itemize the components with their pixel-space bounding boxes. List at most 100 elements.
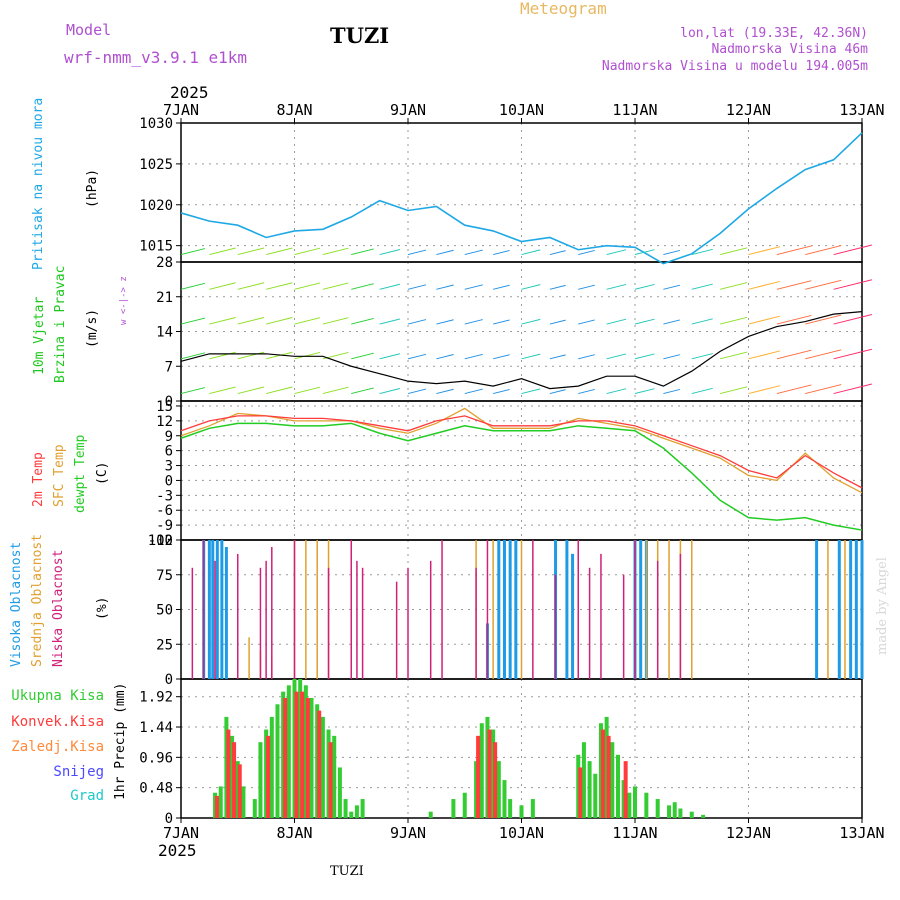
y-tick-label: 7 — [165, 359, 173, 375]
wind-barb — [493, 249, 510, 256]
convective-precip-bar — [578, 767, 583, 818]
wind-barb — [805, 384, 842, 395]
wind-label-2: Brzina i Pravac — [53, 266, 68, 383]
wind-barb — [322, 317, 349, 325]
wind-barb — [521, 388, 541, 395]
wind-barb — [209, 317, 236, 325]
total-precip-bar — [320, 716, 325, 818]
precip-legend-conv: Konvek.Kisa — [11, 714, 104, 730]
wind-barb — [237, 351, 265, 360]
total-precip-bar — [286, 685, 291, 818]
y-tick-label: 1015 — [139, 239, 173, 255]
wind-barb — [776, 384, 812, 395]
plot-layer: 101510201025103007142128-12-9-6-30369121… — [139, 101, 884, 842]
total-precip-bar — [587, 761, 592, 818]
y-tick-label: 0 — [165, 394, 173, 410]
wind-barb — [833, 279, 872, 290]
y-tick-label: 21 — [156, 290, 173, 306]
y-tick-label: 50 — [156, 603, 173, 619]
convective-precip-bar — [266, 735, 271, 818]
wind-barb — [407, 353, 427, 360]
wind-barb — [294, 317, 321, 325]
wind-barb — [805, 349, 842, 360]
total-precip-bar — [275, 704, 280, 818]
temp-label-dewpt: dewpt Temp — [73, 435, 88, 513]
wind-barb — [180, 317, 206, 325]
wind-barb — [209, 247, 236, 256]
wind-barb — [805, 279, 842, 290]
wind-barb — [578, 388, 595, 395]
year-top: 2025 — [170, 83, 209, 102]
y-tick-label: 100 — [148, 533, 173, 549]
convective-precip-bar — [606, 735, 611, 818]
temp-label-2m: 2m Temp — [31, 452, 46, 507]
wind-dirs: w <-|-> z — [119, 276, 129, 325]
precip-legend-total: Ukupna Kisa — [11, 688, 104, 704]
convective-precip-bar — [226, 729, 231, 818]
sfc-temp-line — [180, 407, 863, 494]
wind-barb — [351, 387, 374, 395]
y-tick-label: 6 — [165, 444, 173, 460]
wind-barb — [691, 353, 713, 360]
wind-barb — [379, 353, 400, 360]
wind-barb — [266, 282, 293, 290]
wind-barb — [776, 280, 812, 290]
pressure-line — [180, 132, 863, 265]
y-tick-label: 75 — [156, 568, 173, 584]
total-precip-bar — [309, 697, 314, 818]
cloud-units: (%) — [95, 597, 110, 620]
wind-barb — [805, 314, 842, 325]
wind-barb — [180, 282, 206, 290]
x-tick-label-bottom: 10JAN — [499, 824, 544, 842]
wind-barb — [691, 248, 713, 256]
y-tick-label: 12 — [156, 414, 173, 430]
total-precip-bar — [354, 805, 359, 818]
wind-barb — [436, 284, 454, 290]
y-tick-label: 14 — [156, 325, 173, 341]
footer-station: TUZI — [330, 864, 364, 879]
y-tick-label: 1025 — [139, 157, 173, 173]
wind-barb — [351, 317, 374, 325]
wind-barb — [436, 319, 454, 325]
wind-barb — [748, 385, 781, 395]
total-precip-bar — [360, 799, 365, 818]
wind-barb — [237, 247, 265, 256]
total-precip-bar — [530, 799, 535, 818]
y-tick-label: 0.48 — [139, 781, 173, 797]
y-tick-label: 0 — [165, 473, 173, 489]
wind-barb — [691, 387, 713, 395]
wind-barb — [209, 386, 236, 395]
pressure-units: (hPa) — [85, 169, 100, 208]
total-precip-bar — [508, 799, 513, 818]
wind-barb — [493, 319, 510, 325]
x-tick-label-bottom: 11JAN — [612, 824, 657, 842]
temp-units: (C) — [95, 462, 110, 485]
total-precip-bar — [349, 811, 354, 818]
wind-barb — [266, 386, 293, 395]
wind-barb — [634, 249, 655, 256]
y-tick-label: 3 — [165, 459, 173, 475]
wind-barb — [237, 317, 265, 325]
convective-precip-bar — [237, 764, 242, 818]
total-precip-bar — [479, 723, 484, 818]
wind-barb — [833, 314, 872, 325]
total-precip-bar — [593, 773, 598, 818]
total-precip-bar — [269, 716, 274, 818]
wind-speed-line — [180, 311, 863, 390]
wind-barb — [237, 386, 265, 395]
total-precip-bar — [218, 786, 223, 818]
precip-units: 1hr Precip (mm) — [113, 683, 128, 800]
wind-barb — [805, 245, 842, 256]
total-precip-bar — [655, 799, 660, 818]
wind-barb — [407, 249, 427, 256]
wind-label-1: 10m Vjetar — [32, 297, 47, 375]
wind-barb — [266, 247, 293, 256]
convective-precip-bar — [300, 691, 305, 818]
convective-precip-bar — [623, 761, 628, 818]
total-precip-bar — [496, 761, 501, 818]
wind-barb — [493, 388, 510, 395]
wind-barb — [748, 280, 781, 290]
total-precip-bar — [451, 799, 456, 818]
wind-barb — [351, 352, 374, 360]
wind-barb — [606, 249, 627, 256]
